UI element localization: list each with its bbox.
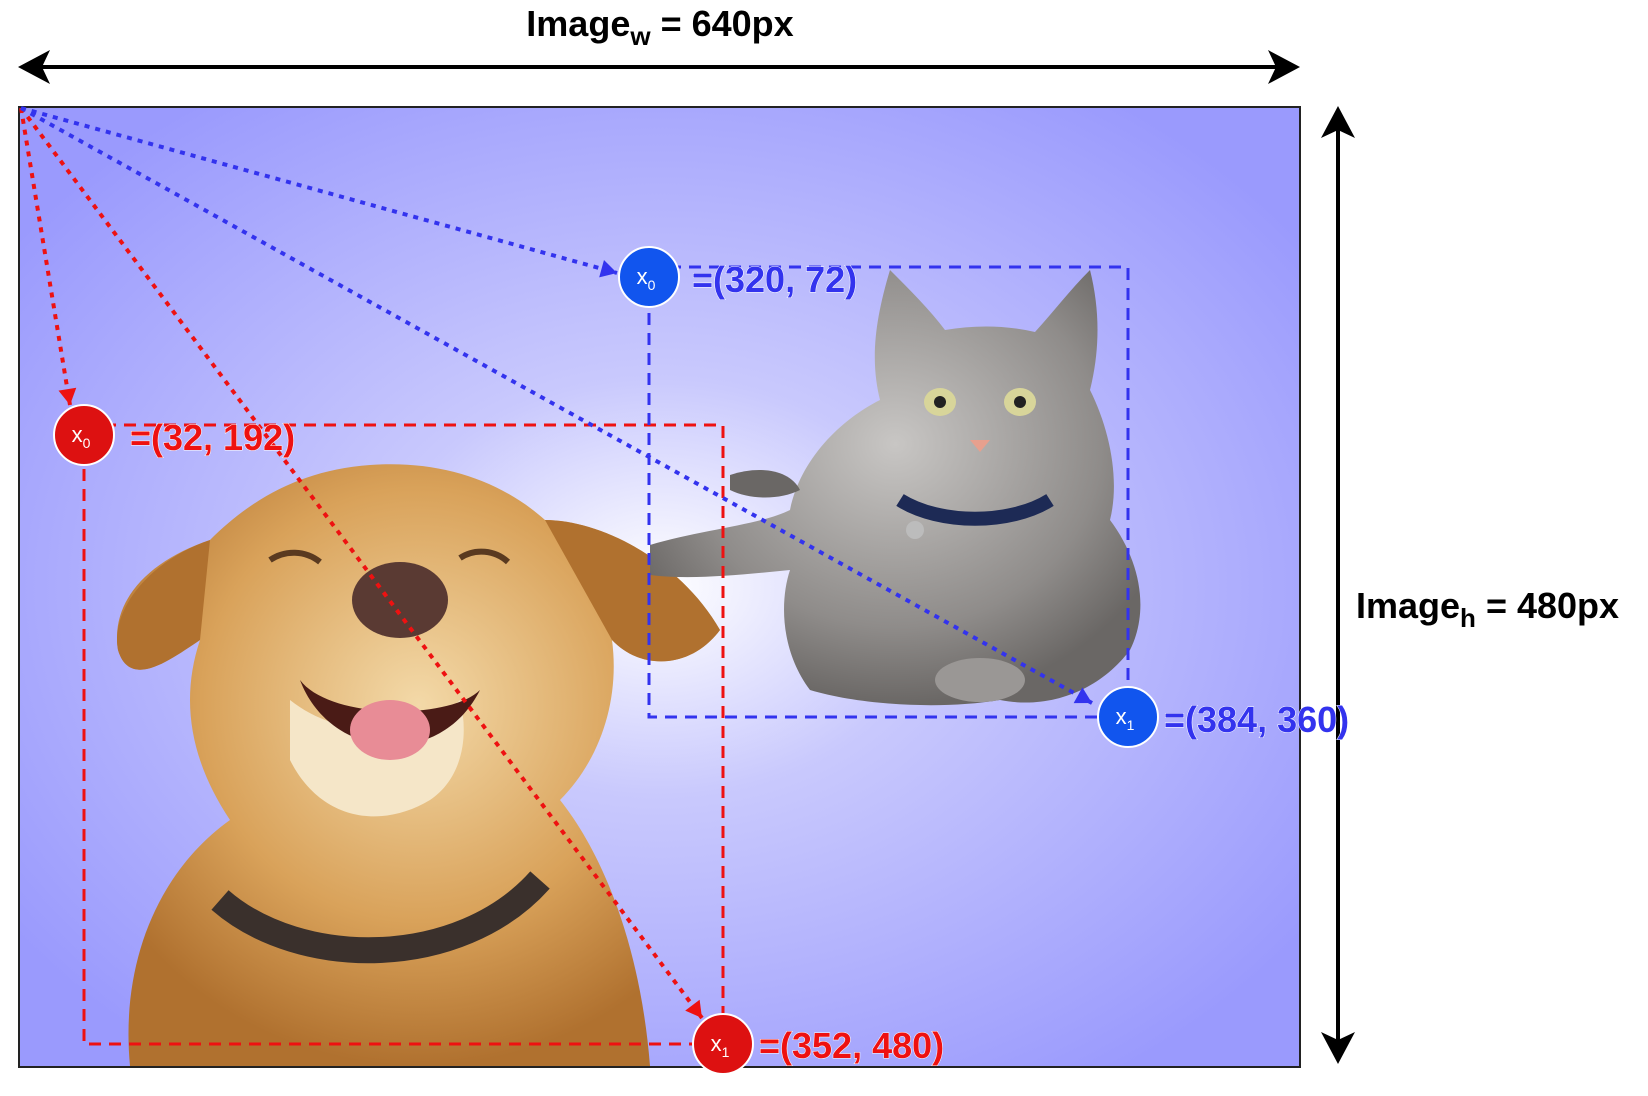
dog-illustration — [116, 464, 721, 1066]
cat-pointer-head-x0 — [599, 260, 617, 278]
dog-pointer-x1 — [19, 106, 704, 1020]
cat-x0-coordinate-label: =(320, 72) — [692, 259, 857, 300]
dog-pointer-head-x1 — [685, 999, 702, 1018]
dog-pointer-head-x0 — [58, 387, 77, 405]
height-arrow-bottom-head — [1321, 1032, 1355, 1064]
cat-x1-coordinate-label: =(384, 360) — [1164, 699, 1349, 740]
height-dimension: Imageh = 480px — [1321, 106, 1619, 1064]
dog-bounding-box — [82, 423, 725, 1046]
image-width-label: Imagew = 640px — [526, 3, 793, 51]
cat-x0-marker — [618, 246, 680, 308]
dog-x0-marker — [53, 404, 115, 466]
cat-illustration — [650, 270, 1141, 706]
image-height-label: Imageh = 480px — [1356, 585, 1619, 633]
dog-x1-coordinate-label: =(352, 480) — [759, 1025, 944, 1066]
dog-x0-coordinate-label: =(32, 192) — [130, 417, 295, 458]
width-dimension: Imagew = 640px — [18, 3, 1300, 84]
width-arrow-left-head — [18, 50, 50, 84]
cat-pointer-x0 — [20, 106, 618, 275]
cat-bounding-box — [647, 265, 1130, 719]
height-arrow-top-head — [1321, 106, 1355, 138]
cat-pointer-head-x1 — [1073, 687, 1092, 704]
annotations: x0 =(32, 192)x1 =(352, 480)x0 =(320, 72)x1 =… — [19, 106, 1350, 1075]
dog-x1-marker — [692, 1013, 754, 1075]
width-arrow-right-head — [1268, 50, 1300, 84]
cat-x1-marker — [1097, 686, 1159, 748]
